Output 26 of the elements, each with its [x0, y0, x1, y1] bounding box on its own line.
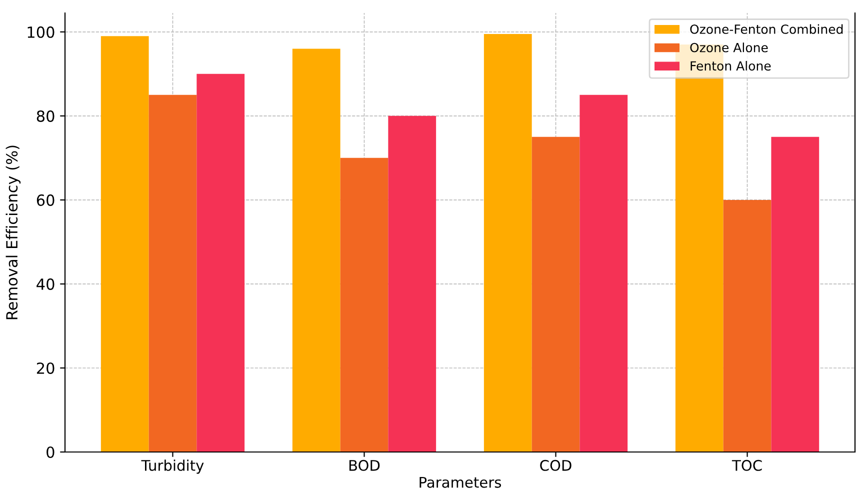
- x-tick-label: Turbidity: [141, 460, 204, 474]
- bar: [388, 116, 436, 452]
- bar: [196, 74, 245, 452]
- y-tick-label: 40: [36, 278, 54, 290]
- bar: [100, 36, 149, 452]
- legend-label: Fenton Alone: [690, 60, 771, 71]
- bar: [532, 136, 580, 452]
- bar: [484, 34, 532, 452]
- legend-label: Ozone-Fenton Combined: [690, 24, 843, 34]
- x-tick-label: TOC: [732, 460, 762, 471]
- legend-label: Ozone Alone: [690, 42, 768, 52]
- x-tick-label: BOD: [349, 460, 380, 471]
- bar: [580, 94, 628, 452]
- x-tick-label: COD: [540, 460, 572, 471]
- bar: [723, 200, 772, 452]
- y-tick-label: 100: [28, 26, 54, 38]
- y-tick-label: 0: [46, 446, 54, 458]
- y-tick-label: 60: [36, 194, 54, 206]
- bar: [148, 94, 197, 452]
- bar: [340, 158, 388, 452]
- y-tick-label: 80: [36, 110, 54, 122]
- x-axis-title: Parameters: [420, 476, 502, 488]
- bar: [292, 48, 340, 452]
- y-tick-label: 20: [36, 362, 54, 374]
- y-axis-title: Removal Efficiency (%): [6, 146, 21, 320]
- bar: [771, 136, 820, 452]
